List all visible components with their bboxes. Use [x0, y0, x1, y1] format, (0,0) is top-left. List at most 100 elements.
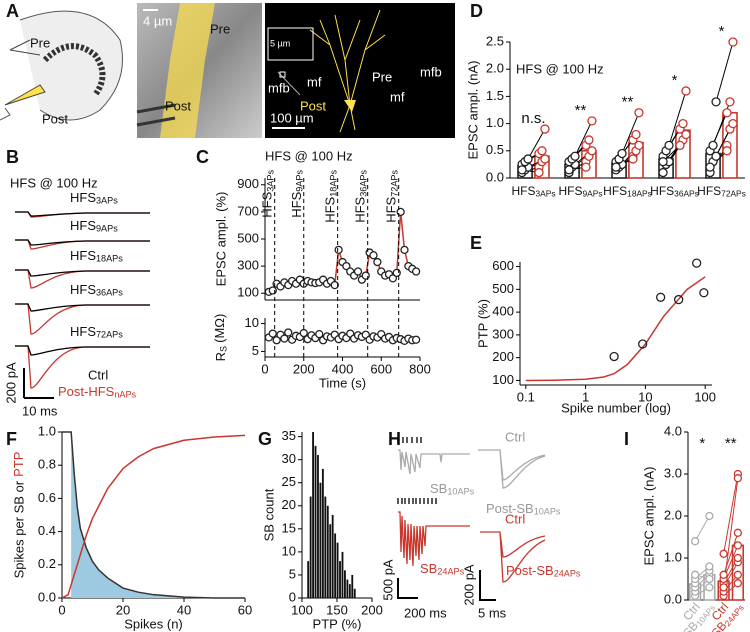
point — [705, 583, 714, 592]
y-tick-label: 0.0 — [664, 591, 682, 606]
bar — [331, 515, 334, 598]
point — [268, 329, 277, 338]
point — [540, 124, 550, 134]
scale-label: 200 pA — [3, 362, 18, 404]
trace-label-text: HFS — [70, 248, 96, 263]
point — [733, 474, 743, 483]
y-axis-label: Spikes per SB orPTP — [11, 452, 26, 579]
bar — [326, 505, 329, 598]
confocal-label: Pre — [372, 69, 392, 84]
scale-label: 200 pA — [461, 564, 476, 606]
y-tick-label: 5 — [289, 566, 296, 581]
point — [617, 148, 627, 159]
y-axis-label: PTP (%) — [475, 299, 490, 348]
x-tick-label: 100 — [291, 602, 313, 617]
event-label-text: HFS — [260, 191, 275, 217]
event-label-text: HFS — [289, 191, 304, 217]
scale-label: 200 ms — [404, 605, 447, 620]
x-tick-label: 0 — [58, 602, 65, 617]
trace-label-sub: 72APs — [96, 330, 123, 340]
point — [523, 154, 533, 164]
confocal-image — [265, 3, 455, 138]
point — [517, 165, 527, 175]
bar — [321, 468, 324, 598]
x-tick-label: 40 — [177, 602, 191, 617]
point — [678, 118, 688, 129]
event-label: HFS36APs — [353, 170, 369, 223]
x-tick-label-sub: 36APs — [674, 189, 699, 199]
point — [656, 292, 666, 302]
trace-label-text: SB — [420, 561, 437, 576]
point — [609, 351, 619, 362]
bar — [346, 579, 349, 598]
x-tick-label: 150 — [326, 602, 348, 617]
trace-label: HFS18APs — [70, 248, 123, 264]
y-tick-label: 20 — [282, 497, 296, 512]
micrograph-label: Pre — [210, 21, 230, 36]
point — [733, 553, 743, 563]
significance: * — [672, 72, 678, 89]
panel-letter: D — [470, 1, 483, 21]
line — [61, 434, 246, 599]
trace-label-text: Post-SB — [506, 563, 554, 578]
x-tick-label: 20 — [116, 602, 130, 617]
x-tick-label: HFS18APs — [603, 184, 652, 199]
y-tick-label: 300 — [237, 258, 259, 273]
x-axis-label: Time (s) — [319, 375, 366, 390]
legend-ctrl: Ctrl — [88, 367, 108, 382]
trace-label-sub: 36APs — [96, 288, 123, 298]
schematic-label: Pre — [30, 35, 50, 50]
y-axis-label: SB count — [261, 488, 276, 541]
point — [664, 140, 674, 151]
point — [728, 37, 738, 47]
y-tick-label: 10 — [245, 315, 259, 330]
y-tick-label: 1.5 — [486, 88, 504, 103]
x-tick-label: 100 — [694, 389, 716, 404]
trace-label-text: HFS — [70, 190, 96, 205]
y-tick-label: 0.2 — [38, 556, 56, 571]
trace — [15, 345, 150, 356]
panel-letter: H — [388, 429, 401, 449]
significance: ** — [575, 102, 587, 119]
y-tick-label: 1.0 — [38, 423, 56, 438]
y-tick-label: 25 — [282, 474, 296, 489]
bar — [324, 496, 327, 598]
y-tick-label: 0 — [289, 589, 296, 604]
trace — [15, 211, 150, 217]
point — [411, 335, 421, 344]
y-axis-label-sub: S — [219, 346, 229, 352]
point — [705, 511, 714, 521]
point — [725, 97, 735, 107]
y-axis-label: EPSC ampl. (%) — [213, 192, 228, 287]
x-tick-label: 10 — [638, 389, 652, 404]
trace-label-sub: 9APs — [96, 224, 118, 234]
scale-label: 4 µm — [143, 13, 172, 28]
point — [705, 574, 714, 584]
y-tick-label: 0.4 — [38, 523, 56, 538]
x-tick-label: 200 — [293, 361, 315, 376]
x-tick-label-sub: 72APs — [721, 189, 746, 199]
point — [388, 274, 398, 283]
bar — [353, 588, 356, 598]
annotation: HFS @ 100 Hz — [265, 148, 353, 163]
y-tick-label: 35 — [282, 428, 296, 443]
trace-label: Ctrl — [505, 511, 525, 526]
point — [705, 162, 715, 172]
trace-label-text: HFS — [70, 324, 96, 339]
pair-line — [715, 41, 734, 102]
y-tick-label: 700 — [237, 203, 259, 218]
trace-label-sub: 10APs — [447, 487, 474, 497]
point — [733, 570, 743, 579]
point — [392, 268, 401, 278]
point — [634, 140, 644, 151]
y-tick-label: 400 — [492, 304, 514, 319]
hippocampus-schematic — [0, 10, 123, 121]
point — [705, 562, 714, 571]
x-tick-label-text: HFS — [697, 184, 721, 198]
point — [690, 570, 700, 579]
point — [584, 135, 594, 145]
legend-post-sub: nAPs — [114, 390, 136, 400]
x-tick-label: HFS72APs — [697, 184, 746, 199]
x-tick-label: 1 — [582, 389, 589, 404]
